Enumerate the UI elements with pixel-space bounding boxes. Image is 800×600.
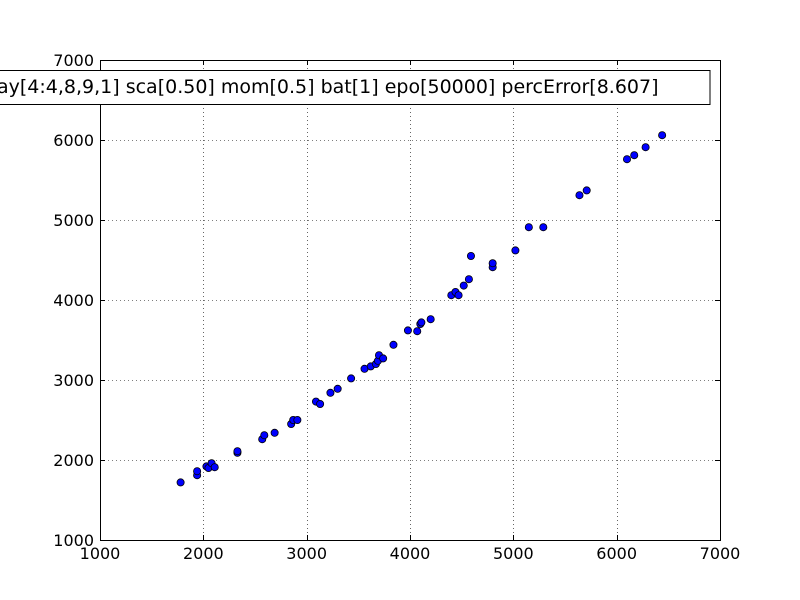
data-point xyxy=(260,431,269,440)
data-point xyxy=(403,326,412,335)
data-point xyxy=(326,388,335,397)
x-tick-label: 2000 xyxy=(183,544,224,563)
data-points xyxy=(176,131,667,487)
data-point xyxy=(333,384,342,393)
data-point xyxy=(511,246,520,255)
data-point xyxy=(413,327,422,336)
data-point xyxy=(293,415,302,424)
data-point xyxy=(316,399,325,408)
data-point xyxy=(389,340,398,349)
y-tick-labels: 1000 2000 3000 4000 5000 6000 7000 xyxy=(53,51,94,550)
data-point xyxy=(210,463,219,472)
data-point xyxy=(379,354,388,363)
data-point xyxy=(524,223,533,232)
data-point xyxy=(658,131,667,140)
grid-lines xyxy=(100,60,720,540)
y-tick-label: 5000 xyxy=(53,211,94,230)
data-point xyxy=(459,281,468,290)
legend: ay[4:4,8,9,1] sca[0.50] mom[0.5] bat[1] … xyxy=(0,70,711,105)
y-tick-label: 6000 xyxy=(53,131,94,150)
data-point xyxy=(575,191,584,200)
data-point xyxy=(488,259,497,268)
x-tick-label: 7000 xyxy=(700,544,741,563)
data-point xyxy=(623,155,632,164)
data-point xyxy=(270,428,279,437)
x-tick-label: 1000 xyxy=(80,544,121,563)
legend-text: ay[4:4,8,9,1] sca[0.50] mom[0.5] bat[1] … xyxy=(0,76,659,98)
x-tick-label: 6000 xyxy=(596,544,637,563)
y-tick-label: 1000 xyxy=(53,531,94,550)
x-tick-labels: 1000 2000 3000 4000 5000 6000 7000 xyxy=(80,544,741,563)
y-tick-label: 3000 xyxy=(53,371,94,390)
y-tick-label: 2000 xyxy=(53,451,94,470)
x-tick-label: 5000 xyxy=(493,544,534,563)
x-tick-label: 4000 xyxy=(390,544,431,563)
data-point xyxy=(176,478,185,487)
data-point xyxy=(454,291,463,300)
y-tick-label: 4000 xyxy=(53,291,94,310)
data-point xyxy=(641,143,650,152)
data-point xyxy=(630,151,639,160)
data-point xyxy=(417,318,426,327)
y-tick-label: 7000 xyxy=(53,51,94,70)
data-point xyxy=(193,467,202,476)
data-point xyxy=(426,315,435,324)
data-point xyxy=(233,447,242,456)
data-point xyxy=(466,251,475,260)
data-point xyxy=(347,374,356,383)
data-point xyxy=(464,275,473,284)
data-point xyxy=(539,223,548,232)
axis-ticks xyxy=(100,60,721,541)
x-tick-label: 3000 xyxy=(286,544,327,563)
data-point xyxy=(582,186,591,195)
legend-box xyxy=(0,70,711,105)
